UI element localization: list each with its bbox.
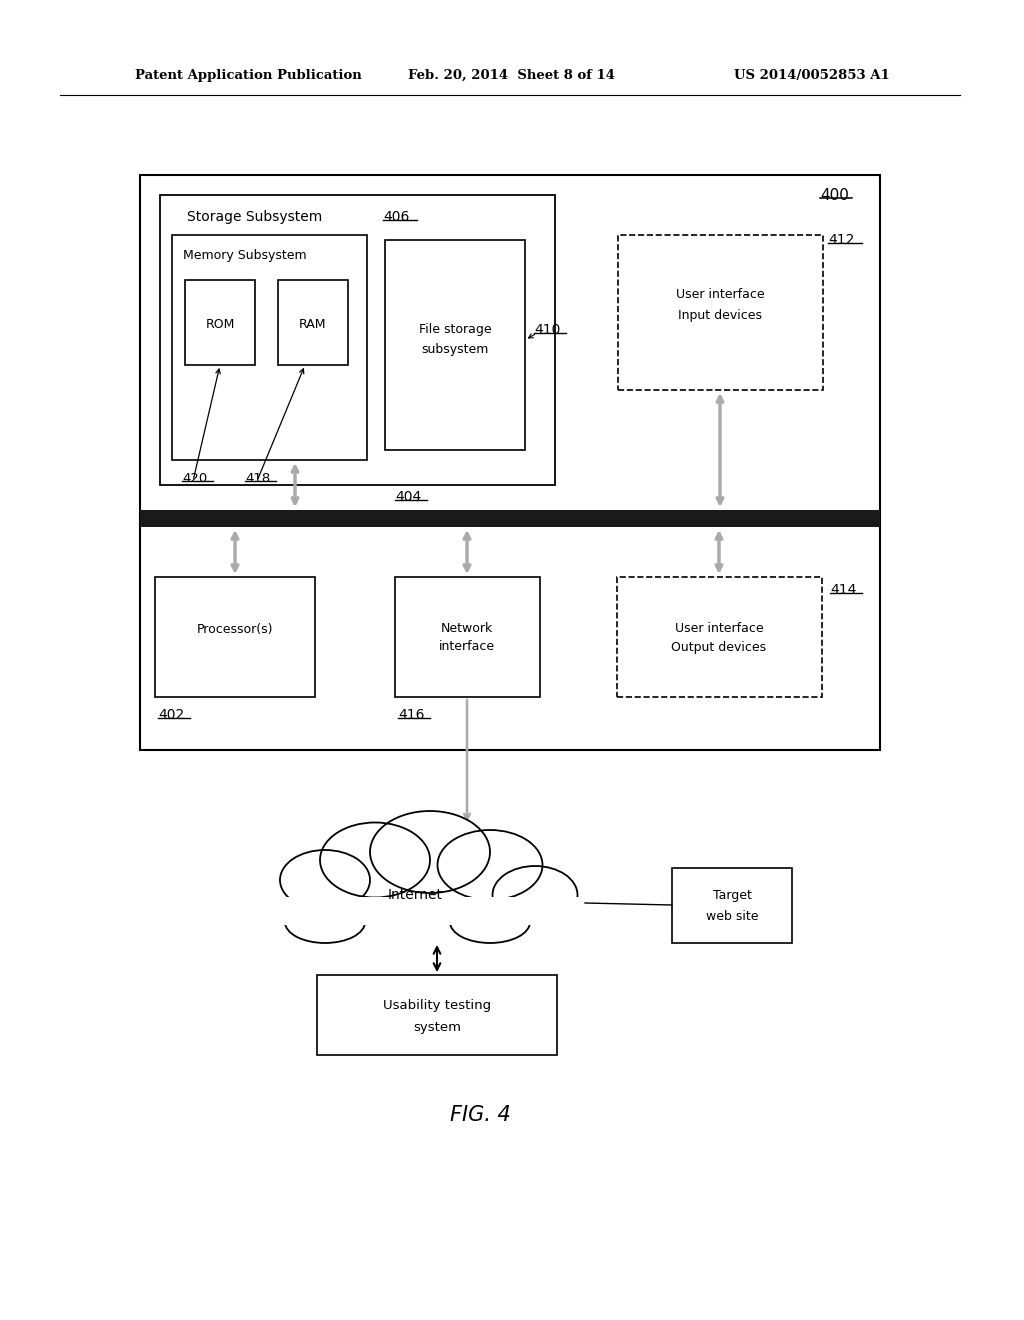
Text: Storage Subsystem: Storage Subsystem (187, 210, 323, 224)
Text: Memory Subsystem: Memory Subsystem (183, 248, 307, 261)
Ellipse shape (493, 866, 578, 924)
Text: 420: 420 (182, 471, 207, 484)
Text: Internet: Internet (387, 888, 442, 902)
Bar (172, 235, 367, 459)
Text: 412: 412 (828, 234, 854, 247)
Text: ROM: ROM (206, 318, 234, 331)
Bar (278, 280, 348, 366)
Bar (672, 869, 792, 942)
Text: User interface: User interface (676, 289, 764, 301)
Bar (617, 577, 822, 697)
Text: 400: 400 (820, 187, 849, 202)
Text: 404: 404 (395, 490, 421, 504)
Text: 416: 416 (398, 708, 425, 722)
Ellipse shape (450, 896, 530, 944)
Text: 410: 410 (534, 323, 560, 337)
Text: subsystem: subsystem (421, 343, 488, 356)
Bar (317, 975, 557, 1055)
Bar (245, 898, 585, 925)
Text: 402: 402 (158, 708, 184, 722)
Text: 414: 414 (830, 583, 856, 597)
Ellipse shape (370, 810, 490, 894)
Bar (618, 235, 823, 389)
Text: FIG. 4: FIG. 4 (450, 1105, 510, 1125)
Ellipse shape (285, 894, 365, 942)
Text: File storage: File storage (419, 323, 492, 337)
Bar (185, 280, 255, 366)
Text: Patent Application Publication: Patent Application Publication (135, 69, 361, 82)
Bar (385, 240, 525, 450)
Text: interface: interface (439, 640, 495, 653)
Bar (140, 176, 880, 750)
Bar (160, 195, 555, 484)
Text: system: system (413, 1020, 461, 1034)
Text: Network: Network (441, 623, 494, 635)
Ellipse shape (305, 884, 505, 927)
Bar (155, 577, 315, 697)
Text: RAM: RAM (299, 318, 327, 331)
Text: 406: 406 (383, 210, 410, 224)
Text: User interface: User interface (675, 623, 763, 635)
Text: Output devices: Output devices (672, 640, 767, 653)
Text: web site: web site (706, 909, 758, 923)
Ellipse shape (280, 850, 370, 909)
Bar (140, 510, 880, 527)
Text: Processor(s): Processor(s) (197, 623, 273, 635)
Ellipse shape (437, 830, 543, 900)
Text: Feb. 20, 2014  Sheet 8 of 14: Feb. 20, 2014 Sheet 8 of 14 (409, 69, 615, 82)
Ellipse shape (319, 822, 430, 898)
Text: Usability testing: Usability testing (383, 998, 492, 1011)
Text: Target: Target (713, 890, 752, 903)
Text: Input devices: Input devices (678, 309, 762, 322)
Text: US 2014/0052853 A1: US 2014/0052853 A1 (734, 69, 890, 82)
Bar (395, 577, 540, 697)
Text: 418: 418 (245, 471, 270, 484)
